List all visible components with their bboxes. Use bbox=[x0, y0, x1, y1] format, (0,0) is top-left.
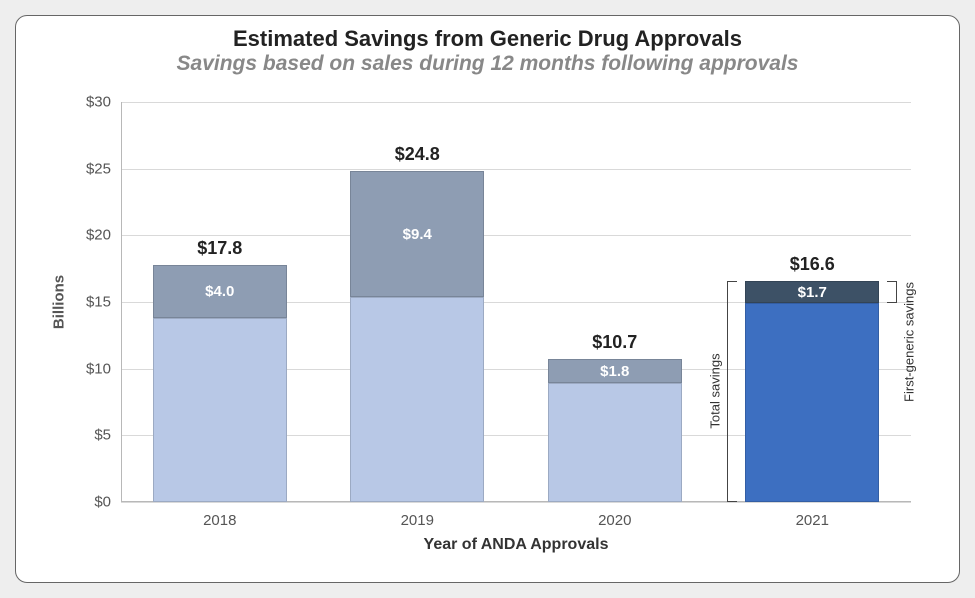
total-value-label: $10.7 bbox=[548, 332, 682, 353]
x-tick: 2021 bbox=[796, 502, 829, 529]
total-value-label: $16.6 bbox=[745, 254, 879, 275]
y-tick: $25 bbox=[86, 160, 121, 177]
y-axis bbox=[121, 102, 122, 502]
y-tick: $15 bbox=[86, 294, 121, 311]
plot-area: Billions Year of ANDA Approvals $0$5$10$… bbox=[121, 102, 911, 502]
bar-group: $9.4$24.8 bbox=[350, 171, 484, 502]
segment-value-label: $4.0 bbox=[153, 283, 287, 300]
annotation-first-generic-savings: First-generic savings bbox=[902, 282, 917, 402]
gridline bbox=[121, 102, 911, 103]
gridline bbox=[121, 169, 911, 170]
chart-title: Estimated Savings from Generic Drug Appr… bbox=[16, 26, 959, 52]
y-tick: $5 bbox=[94, 427, 121, 444]
x-tick: 2019 bbox=[401, 502, 434, 529]
segment-value-label: $9.4 bbox=[350, 226, 484, 243]
total-value-label: $17.8 bbox=[153, 238, 287, 259]
bar-group: $1.8$10.7 bbox=[548, 359, 682, 502]
bar-segment-base bbox=[350, 297, 484, 502]
chart-card: Estimated Savings from Generic Drug Appr… bbox=[15, 15, 960, 583]
bar-segment-base bbox=[745, 303, 879, 502]
bracket-first-generic-savings bbox=[887, 281, 897, 304]
y-tick: $20 bbox=[86, 227, 121, 244]
chart-titles: Estimated Savings from Generic Drug Appr… bbox=[16, 26, 959, 76]
bar-segment-base bbox=[153, 318, 287, 502]
chart-subtitle: Savings based on sales during 12 months … bbox=[16, 52, 959, 76]
total-value-label: $24.8 bbox=[350, 144, 484, 165]
annotation-total-savings: Total savings bbox=[708, 354, 723, 429]
segment-value-label: $1.8 bbox=[548, 363, 682, 380]
segment-value-label: $1.7 bbox=[745, 284, 879, 301]
bracket-total-savings bbox=[727, 281, 737, 502]
bar-segment-base bbox=[548, 383, 682, 502]
y-tick: $10 bbox=[86, 360, 121, 377]
y-tick: $30 bbox=[86, 94, 121, 111]
y-axis-label: Billions bbox=[51, 275, 68, 329]
x-tick: 2020 bbox=[598, 502, 631, 529]
gridline bbox=[121, 502, 911, 503]
gridline bbox=[121, 235, 911, 236]
y-tick: $0 bbox=[94, 494, 121, 511]
bar-group: $4.0$17.8 bbox=[153, 265, 287, 502]
x-tick: 2018 bbox=[203, 502, 236, 529]
bar-group: $1.7$16.6 bbox=[745, 281, 879, 502]
x-axis-label: Year of ANDA Approvals bbox=[424, 536, 609, 554]
